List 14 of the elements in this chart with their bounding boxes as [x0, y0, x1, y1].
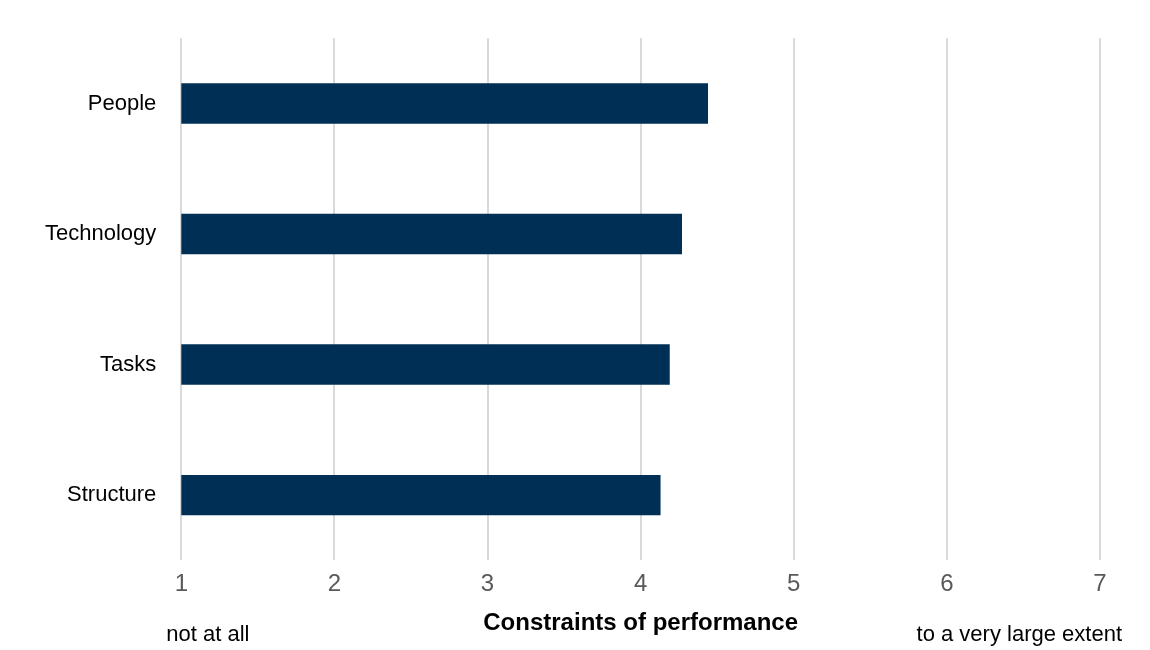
x-tick-label: 6 [940, 569, 954, 597]
y-tick-label: People [87, 89, 157, 115]
y-tick-label: Technology [44, 220, 157, 246]
y-tick-label: Structure [67, 481, 157, 507]
x-tick-label: 1 [174, 569, 188, 597]
x-tick-label: 4 [633, 569, 648, 597]
text: not at all [166, 621, 250, 647]
x-tick-label: 5 [787, 569, 801, 597]
x-tick-label: 2 [327, 569, 342, 597]
x-axis-title: Constraints of performance [483, 608, 799, 636]
y-tick-label: Tasks [100, 350, 157, 376]
text: to a very large extent [916, 621, 1122, 647]
x-tick-label: 7 [1093, 569, 1107, 597]
x-tick-label: 3 [480, 569, 495, 597]
